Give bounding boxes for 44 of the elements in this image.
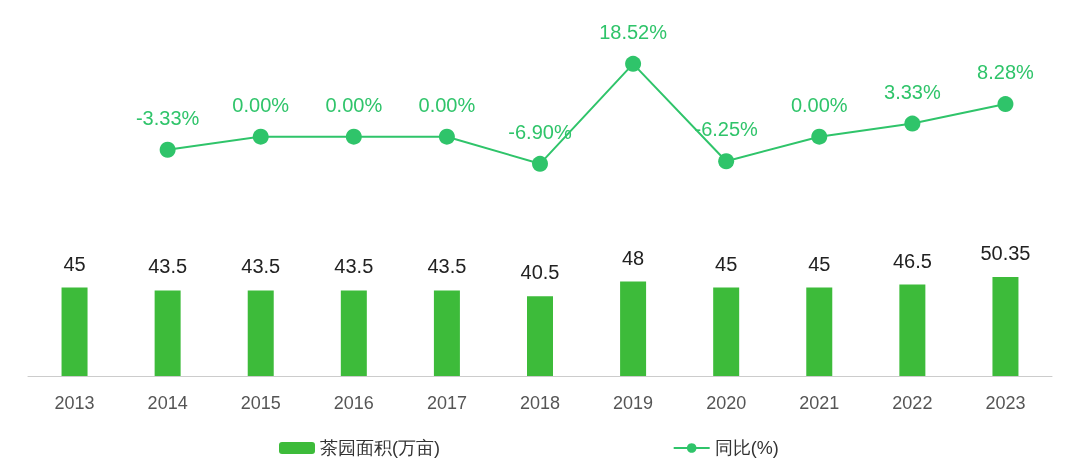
data-label: 43.5: [241, 255, 281, 278]
x-tick-label: 2016: [333, 393, 374, 413]
x-tick-label: 2013: [54, 393, 95, 413]
point: [438, 128, 455, 145]
x-tick-label: 2019: [613, 393, 654, 413]
data-label: -6.90%: [508, 120, 572, 143]
point: [159, 141, 176, 158]
x-tick-label: 2017: [426, 393, 467, 413]
point: [625, 55, 642, 72]
x-tick-label: 2015: [240, 393, 281, 413]
point: [345, 128, 362, 145]
x-tick-label: 2023: [985, 393, 1026, 413]
x-tick-label: 2014: [147, 393, 188, 413]
data-label: 46.5: [892, 249, 932, 272]
data-label: -3.33%: [135, 106, 200, 129]
data-label: 0.00%: [325, 93, 383, 116]
data-label: -6.25%: [694, 118, 759, 141]
point: [904, 115, 921, 132]
data-label: 0.00%: [790, 93, 848, 116]
data-label: 45: [63, 252, 86, 275]
x-tick-label: 2018: [519, 393, 561, 413]
point: [252, 128, 269, 145]
point: [532, 155, 548, 172]
legend-label: 茶园面积(万亩): [320, 438, 440, 458]
data-label: 43.5: [427, 255, 467, 278]
x-tick-label: 2021: [799, 393, 840, 413]
legend-label: 同比(%): [714, 438, 779, 458]
data-label: 48: [621, 246, 645, 269]
data-label: 45: [715, 252, 738, 275]
data-label: 40.5: [520, 261, 560, 284]
data-label: 3.33%: [884, 80, 941, 103]
x-tick-label: 2022: [892, 393, 933, 413]
data-label: 8.28%: [977, 61, 1035, 84]
data-label: 0.00%: [232, 93, 290, 116]
point: [811, 128, 828, 145]
data-label: 45: [808, 252, 831, 275]
data-label: 43.5: [148, 255, 188, 278]
point: [997, 96, 1014, 113]
data-label: 0.00%: [418, 93, 476, 116]
data-label: 43.5: [334, 255, 374, 278]
x-tick-label: 2020: [706, 393, 747, 413]
point: [718, 153, 735, 170]
data-label: 18.52%: [599, 20, 668, 43]
data-label: 50.35: [980, 241, 1031, 264]
